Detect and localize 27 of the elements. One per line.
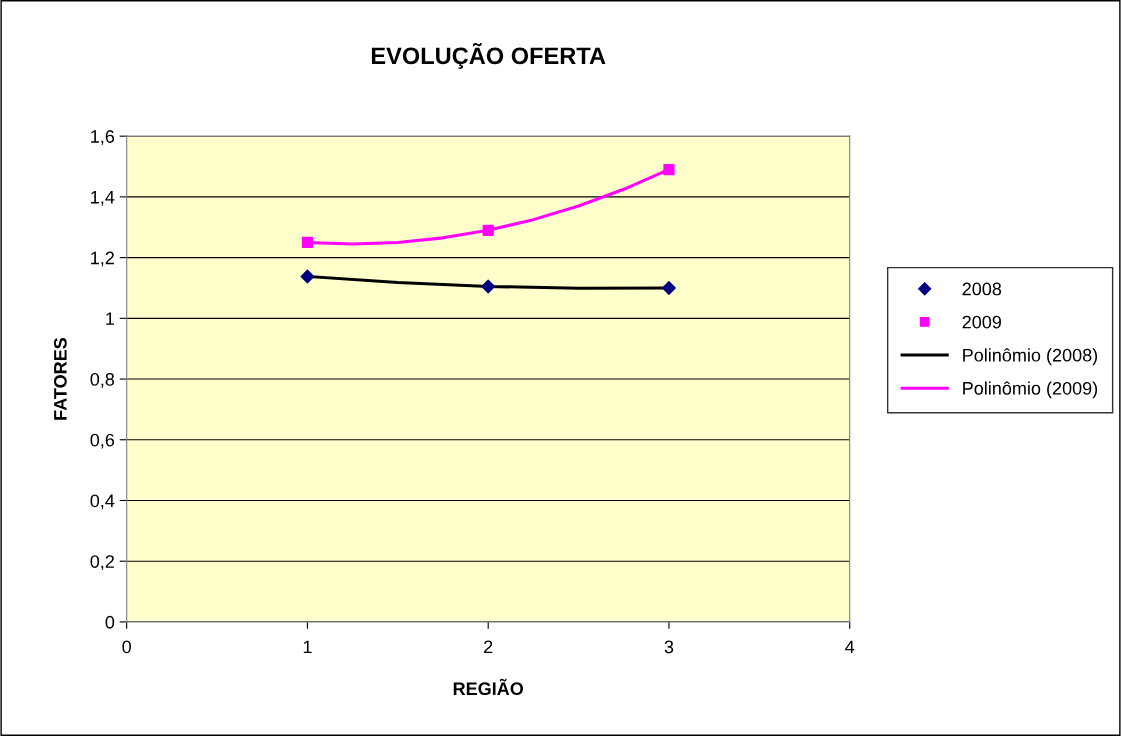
y-tick-label: 1,2	[91, 251, 114, 267]
point	[300, 269, 315, 284]
x-tick-label: 0	[122, 640, 131, 654]
point	[481, 279, 496, 294]
legend-label: 2009	[962, 315, 1002, 329]
x-tick-label: 1	[303, 640, 312, 654]
y-tick-label: 1,6	[91, 130, 115, 146]
x-axis-title: REGIÃO	[453, 678, 524, 696]
point	[482, 224, 494, 236]
chart-title: EVOLUÇÃO OFERTA	[371, 42, 606, 69]
y-tick-label: 0,6	[90, 433, 115, 449]
x-tick-label: 2	[484, 640, 493, 654]
y-tick-label: 0,4	[90, 494, 115, 510]
point	[663, 163, 675, 176]
y-tick-label: 0,2	[90, 555, 114, 571]
y-tick-label: 0	[105, 615, 115, 629]
legend-label: 2008	[962, 282, 1002, 296]
y-axis-title: FATORES	[53, 337, 67, 420]
y-tick-label: 0,8	[90, 372, 115, 388]
y-tick-label: 1,4	[91, 191, 115, 206]
legend-label: Polinômio (2009)	[963, 381, 1098, 399]
point	[301, 236, 314, 249]
x-tick-label: 3	[664, 640, 674, 654]
y-tick-label: 1	[106, 312, 114, 325]
legend-label: Polinômio (2008)	[963, 348, 1098, 366]
point	[662, 281, 676, 295]
x-tick-label: 4	[845, 640, 855, 654]
